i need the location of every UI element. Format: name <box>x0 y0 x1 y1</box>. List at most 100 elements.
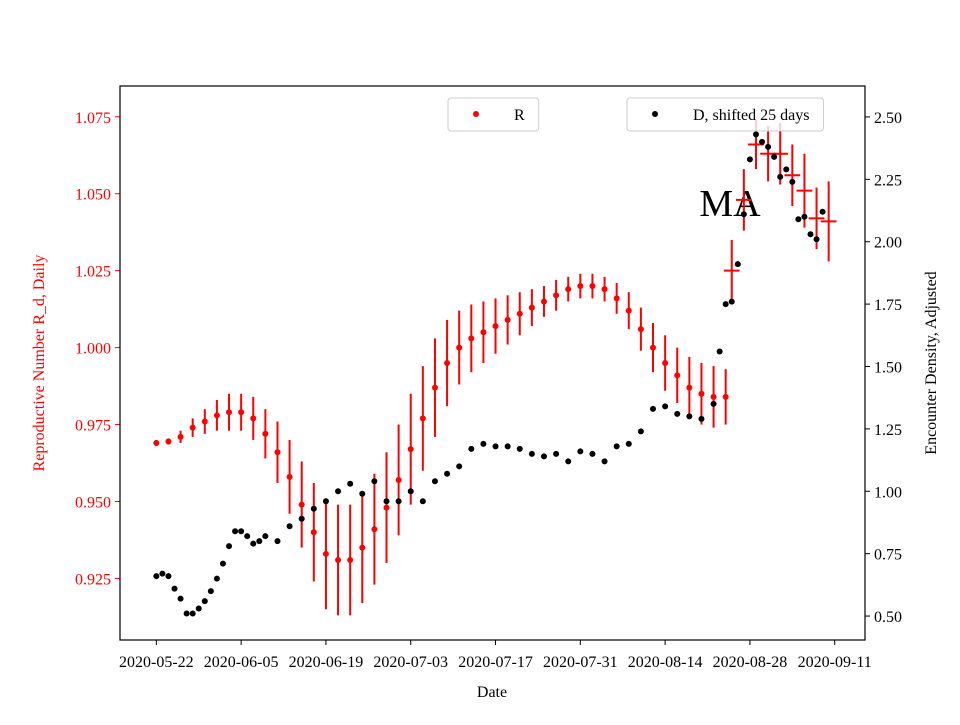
point <box>383 504 390 511</box>
point <box>722 301 729 308</box>
point <box>444 470 451 477</box>
point <box>710 400 717 407</box>
point <box>359 544 366 551</box>
point <box>528 304 535 311</box>
point <box>395 498 402 505</box>
point <box>752 131 759 138</box>
point <box>553 450 560 457</box>
point <box>686 384 693 391</box>
legend-marker <box>473 111 479 117</box>
y-tick-label: 0.950 <box>75 495 111 512</box>
point <box>395 476 402 483</box>
point <box>710 393 717 400</box>
point <box>359 490 366 497</box>
point <box>407 488 414 495</box>
point <box>795 216 802 223</box>
point <box>819 208 826 215</box>
y2-tick-label: 1.50 <box>874 359 902 376</box>
plot-frame <box>119 85 866 641</box>
x-axis-label: Date <box>477 684 507 701</box>
point <box>771 153 778 160</box>
point <box>801 213 808 220</box>
point <box>456 344 463 351</box>
point <box>213 575 220 582</box>
y2-tick-label: 2.25 <box>874 172 902 189</box>
x-tick-label: 2020-07-03 <box>373 654 448 671</box>
legend: D, shifted 25 days <box>626 97 824 132</box>
point <box>492 323 499 330</box>
legend-label: D, shifted 25 days <box>693 107 809 124</box>
point <box>201 418 208 425</box>
x-tick-label: 2020-07-31 <box>543 654 618 671</box>
point <box>310 505 317 512</box>
point <box>698 390 705 397</box>
y-tick-label: 1.000 <box>75 341 111 358</box>
point <box>589 283 596 290</box>
point <box>159 570 166 577</box>
annotation: MA <box>699 183 761 225</box>
point <box>238 528 245 535</box>
point <box>565 458 572 465</box>
y2-tick-label: 1.00 <box>874 484 902 501</box>
point <box>480 329 487 336</box>
point <box>238 409 245 416</box>
point <box>232 528 239 535</box>
point <box>674 372 681 379</box>
point <box>274 449 281 456</box>
y-axis-label: Reproductive Number R_d, Daily <box>31 255 48 472</box>
point <box>565 286 572 293</box>
point <box>540 298 547 305</box>
point <box>250 540 257 547</box>
point <box>686 413 693 420</box>
point <box>298 515 305 522</box>
y2-axis-label: Encounter Density, Adjusted <box>923 271 940 454</box>
point <box>322 498 329 505</box>
point <box>383 498 390 505</box>
x-tick-label: 2020-08-14 <box>628 654 703 671</box>
point <box>153 573 160 580</box>
point <box>226 409 233 416</box>
x-tick-label: 2020-05-22 <box>119 654 194 671</box>
point <box>456 463 463 470</box>
point <box>662 360 669 366</box>
point <box>444 360 451 366</box>
point <box>492 443 499 450</box>
point <box>262 533 269 540</box>
point <box>625 440 632 447</box>
point <box>171 585 178 592</box>
point <box>807 231 814 238</box>
point <box>335 556 342 563</box>
point <box>746 156 753 163</box>
point <box>347 556 354 563</box>
point <box>650 405 657 412</box>
point <box>244 533 251 540</box>
point <box>274 538 281 545</box>
point <box>601 458 608 465</box>
x-tick-label: 2020-07-17 <box>458 654 533 671</box>
point <box>286 523 293 530</box>
point <box>219 560 226 567</box>
point <box>577 448 584 455</box>
point <box>250 415 257 422</box>
point <box>335 488 342 495</box>
point <box>286 473 293 480</box>
point <box>777 173 784 180</box>
point <box>783 166 790 173</box>
y-tick-label: 0.975 <box>75 418 111 435</box>
y2-tick-label: 0.75 <box>874 547 902 564</box>
point <box>625 307 632 314</box>
point <box>553 292 560 299</box>
y2-tick-label: 2.50 <box>874 110 902 127</box>
point <box>213 412 220 419</box>
point <box>740 211 747 218</box>
point <box>698 415 705 422</box>
point <box>201 598 208 605</box>
point <box>813 236 820 243</box>
point <box>504 443 511 450</box>
point <box>722 393 729 400</box>
point <box>431 478 438 485</box>
point <box>637 428 644 435</box>
point <box>613 443 620 450</box>
x-tick-label: 2020-06-19 <box>289 654 364 671</box>
legend: R <box>447 97 540 132</box>
